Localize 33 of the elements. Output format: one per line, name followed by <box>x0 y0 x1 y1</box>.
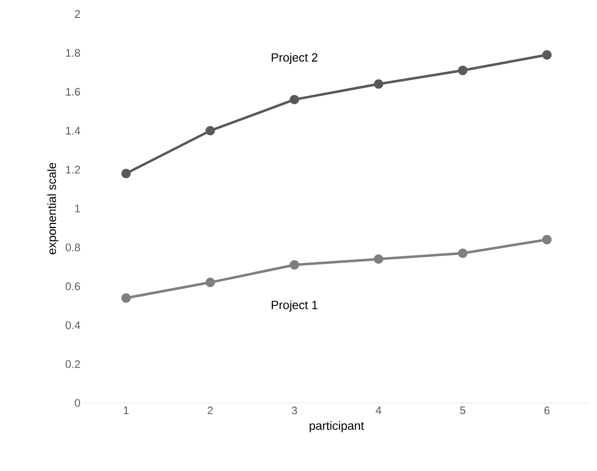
point <box>374 254 384 264</box>
point <box>290 94 300 104</box>
text: Project 2 <box>272 52 318 64</box>
y-tick-label: 0.4 <box>66 321 80 330</box>
x-tick-label: 5 <box>460 406 466 414</box>
x-tick-label: 3 <box>292 406 297 414</box>
point <box>206 278 215 288</box>
x-tick-label: 6 <box>544 406 550 414</box>
point <box>374 79 384 89</box>
point <box>121 293 131 303</box>
y-tick-label: 1 <box>75 204 80 212</box>
y-tick-label: 0 <box>74 399 80 407</box>
y-tick-label: 1.8 <box>66 49 80 57</box>
y-tick-label: 0.8 <box>66 244 80 252</box>
x-tick-label: 2 <box>208 406 213 414</box>
y-tick-label: 1.6 <box>66 88 80 96</box>
y-tick-label: 1.4 <box>66 126 80 134</box>
y-axis-title: exponential scale <box>47 162 58 254</box>
y-tick-label: 0.6 <box>66 282 80 290</box>
point <box>290 260 300 270</box>
point <box>542 234 552 244</box>
y-tick-label: 1.2 <box>66 166 80 174</box>
text: Project 1 <box>272 300 318 312</box>
point <box>121 168 131 178</box>
x-axis-title: participant <box>310 421 364 432</box>
point <box>458 248 468 258</box>
point <box>206 126 215 136</box>
y-tick-label: 2 <box>74 10 80 18</box>
point <box>542 50 552 60</box>
x-tick-label: 1 <box>124 406 129 414</box>
y-tick-label: 0.2 <box>66 360 80 368</box>
x-tick-label: 4 <box>376 406 382 414</box>
point <box>458 66 468 76</box>
